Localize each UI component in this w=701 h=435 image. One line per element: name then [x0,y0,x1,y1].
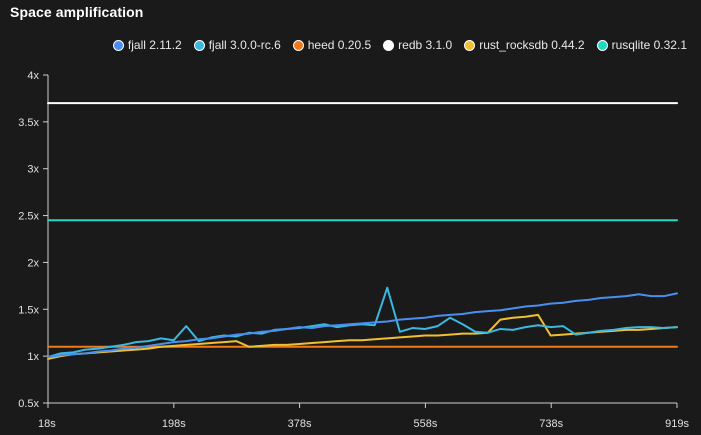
x-tick-label: 378s [288,418,312,430]
legend-marker-rusqlite [596,39,608,51]
legend-marker-redb [383,39,395,51]
series-layer [47,102,678,360]
y-tick-label: 0.5x [18,398,39,410]
legend-label-redb: redb 3.1.0 [398,38,453,52]
series-line-0[interactable] [47,292,678,359]
y-tick-label: 1x [27,351,39,363]
legend-item-redb[interactable]: redb 3.1.0 [383,38,452,52]
x-tick-label: 738s [539,418,563,430]
legend-item-fjall-3[interactable]: fjall 3.0.0-rc.6 [193,38,281,52]
y-tick-label: 1.5x [18,304,39,316]
tick-labels: 0.5x 1x 1.5x 2x 2.5x 3x 3.5x 4x 18s 198s 378s 558s 7… [18,70,689,430]
legend: fjall 2.11.2 fjall 3.0.0-rc.6 heed 0.20.… [112,38,687,52]
x-tick-label: 558s [413,418,437,430]
x-tick-label: 198s [162,418,186,430]
series-line-4[interactable] [47,313,678,360]
legend-label-fjall-3: fjall 3.0.0-rc.6 [208,38,281,52]
legend-marker-heed [292,39,304,51]
legend-item-rusqlite[interactable]: rusqlite 0.32.1 [596,38,687,52]
legend-item-fjall-2[interactable]: fjall 2.11.2 [112,38,182,52]
y-tick-label: 4x [27,70,39,82]
axes [43,74,678,408]
y-tick-label: 2.5x [18,211,39,223]
legend-item-rust-rocksdb[interactable]: rust_rocksdb 0.44.2 [464,38,585,52]
x-tick-label: 18s [38,418,56,430]
x-tick-label: 919s [665,418,689,430]
legend-marker-fjall-2 [112,39,124,51]
legend-marker-rust-rocksdb [464,39,476,51]
y-tick-label: 2x [27,257,39,269]
legend-marker-fjall-3 [193,39,205,51]
chart-title: Space amplification [10,4,144,20]
y-tick-label: 3.5x [18,117,39,129]
legend-label-rust-rocksdb: rust_rocksdb 0.44.2 [479,38,585,52]
legend-label-heed: heed 0.20.5 [307,38,372,52]
y-tick-label: 3x [27,164,39,176]
legend-item-heed[interactable]: heed 0.20.5 [292,38,372,52]
legend-label-rusqlite: rusqlite 0.32.1 [611,38,687,52]
legend-label-fjall-2: fjall 2.11.2 [127,38,182,52]
